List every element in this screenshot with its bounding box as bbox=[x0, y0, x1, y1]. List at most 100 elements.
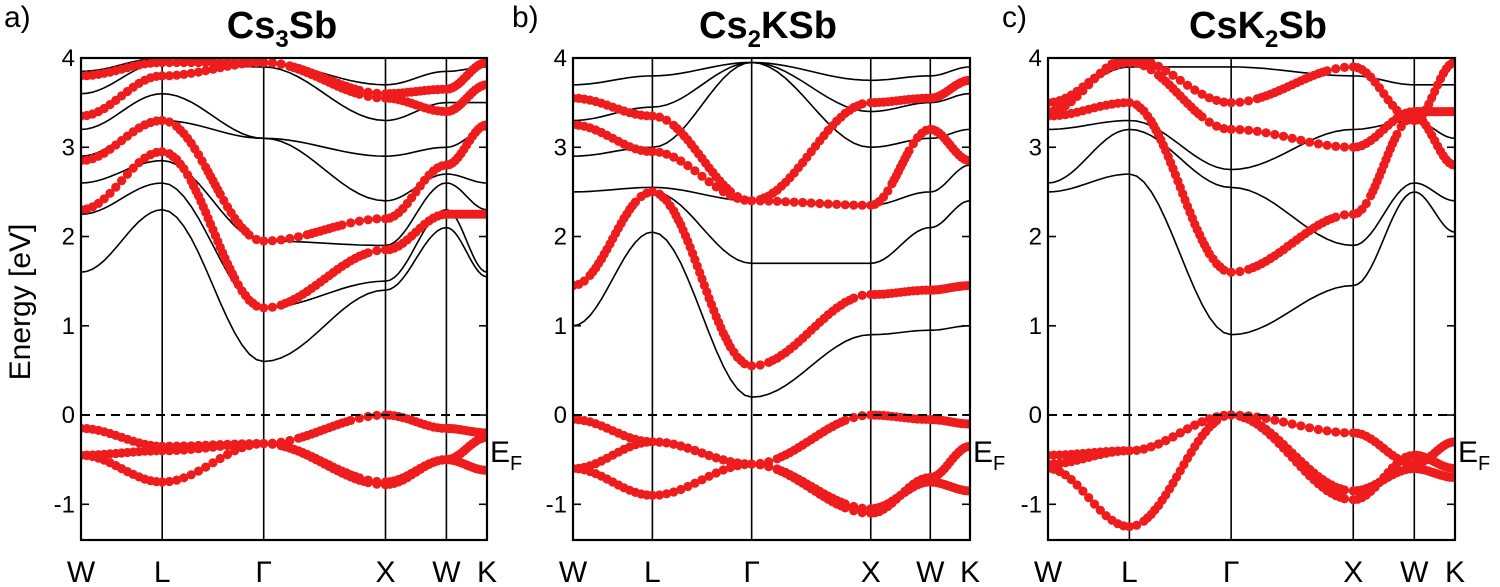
band-point bbox=[215, 58, 225, 68]
y-tick-label: -1 bbox=[546, 491, 567, 518]
band-point bbox=[1450, 107, 1455, 117]
band-point bbox=[711, 468, 721, 478]
band-black-1 bbox=[81, 182, 487, 309]
band-point bbox=[1182, 80, 1193, 90]
band-point bbox=[201, 66, 211, 76]
band-point bbox=[259, 58, 269, 68]
band-point bbox=[1190, 85, 1200, 95]
band-point bbox=[647, 147, 658, 157]
x-tick-label: W bbox=[559, 556, 588, 587]
band-point bbox=[259, 236, 269, 246]
band-point bbox=[208, 58, 218, 68]
band-point bbox=[363, 475, 373, 485]
band-point bbox=[1124, 446, 1134, 456]
band-point bbox=[857, 99, 867, 109]
band-point bbox=[372, 88, 382, 98]
band-point bbox=[1322, 140, 1332, 150]
band-point bbox=[904, 146, 914, 156]
band-point bbox=[704, 450, 714, 461]
band-point bbox=[1197, 112, 1207, 122]
y-tick-label: 3 bbox=[62, 134, 75, 161]
band-point bbox=[1235, 125, 1245, 135]
band-point bbox=[669, 152, 679, 162]
band-point bbox=[1219, 97, 1229, 107]
band-point bbox=[1226, 267, 1236, 277]
band-point bbox=[740, 195, 750, 205]
x-tick-label: L bbox=[154, 556, 171, 587]
band-point bbox=[857, 200, 867, 210]
band-red-5 bbox=[1048, 58, 1455, 126]
band-point bbox=[630, 197, 641, 207]
band-point bbox=[1331, 141, 1341, 151]
band-point bbox=[157, 477, 167, 487]
band-point bbox=[1261, 128, 1271, 138]
band-point bbox=[276, 235, 286, 245]
fermi-label: EF bbox=[1458, 436, 1490, 475]
band-point bbox=[251, 439, 262, 449]
band-point bbox=[157, 446, 167, 456]
band-point bbox=[747, 361, 757, 371]
panel-title: Cs3Sb bbox=[227, 5, 338, 53]
band-point bbox=[1168, 70, 1178, 80]
band-point bbox=[1175, 428, 1185, 438]
band-point bbox=[201, 443, 211, 453]
band-point bbox=[354, 473, 364, 483]
x-tick-label: K bbox=[477, 556, 497, 587]
band-point bbox=[363, 215, 373, 225]
band-point bbox=[267, 236, 277, 246]
band-point bbox=[164, 446, 174, 456]
band-point bbox=[654, 490, 665, 500]
band-point bbox=[840, 503, 850, 513]
band-point bbox=[1339, 62, 1350, 72]
band-point bbox=[840, 200, 850, 210]
y-tick-label: 0 bbox=[554, 402, 567, 429]
band-point bbox=[99, 194, 109, 204]
band-point bbox=[372, 476, 382, 487]
y-tick-label: 1 bbox=[1029, 313, 1042, 340]
band-point bbox=[1161, 66, 1171, 76]
band-point bbox=[157, 115, 167, 126]
band-point bbox=[849, 200, 859, 210]
band-point bbox=[1212, 95, 1222, 105]
band-point bbox=[1339, 428, 1350, 438]
x-tick-label: X bbox=[861, 556, 881, 587]
x-tick-label: X bbox=[1343, 556, 1363, 587]
band-point bbox=[1132, 58, 1142, 64]
band-black-0 bbox=[81, 208, 487, 363]
band-point bbox=[1132, 520, 1142, 530]
x-tick-label: W bbox=[67, 556, 96, 587]
band-point bbox=[857, 290, 867, 300]
band-point bbox=[1084, 493, 1094, 503]
band-point bbox=[1270, 129, 1280, 140]
band-point bbox=[230, 58, 240, 68]
band-point bbox=[806, 198, 816, 208]
band-point bbox=[1168, 432, 1178, 442]
band-point bbox=[482, 58, 487, 68]
panel-label: b) bbox=[512, 1, 539, 34]
band-point bbox=[832, 199, 842, 209]
band-point bbox=[372, 214, 382, 224]
band-lines bbox=[81, 58, 487, 490]
band-point bbox=[164, 476, 174, 487]
band-point bbox=[482, 80, 487, 90]
band-point bbox=[267, 58, 277, 68]
band-point bbox=[725, 187, 736, 197]
band-point bbox=[725, 457, 736, 467]
band-point bbox=[1270, 415, 1280, 425]
band-point bbox=[849, 506, 859, 516]
band-point bbox=[363, 248, 373, 258]
band-point bbox=[1296, 135, 1306, 145]
band-point bbox=[669, 439, 679, 449]
band-point bbox=[208, 442, 218, 452]
band-black-4 bbox=[573, 61, 970, 122]
band-point bbox=[654, 112, 665, 122]
band-point bbox=[697, 475, 707, 485]
band-point bbox=[482, 432, 487, 442]
band-red-2 bbox=[573, 437, 970, 518]
band-point bbox=[193, 58, 204, 68]
band-point bbox=[849, 293, 859, 303]
band-point bbox=[164, 58, 174, 68]
